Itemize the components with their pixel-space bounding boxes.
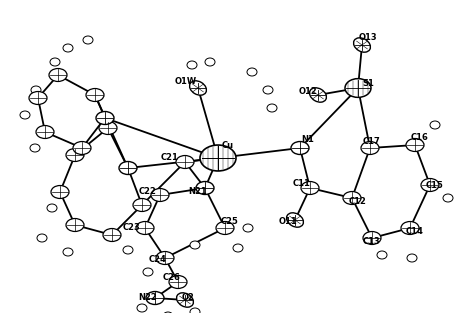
Text: C13: C13 — [363, 238, 381, 247]
Ellipse shape — [200, 145, 236, 171]
Ellipse shape — [103, 228, 121, 242]
Ellipse shape — [163, 312, 173, 313]
Ellipse shape — [176, 156, 194, 168]
Ellipse shape — [29, 91, 47, 105]
Ellipse shape — [443, 194, 453, 202]
Ellipse shape — [430, 121, 440, 129]
Text: C11: C11 — [293, 178, 311, 187]
Ellipse shape — [190, 241, 200, 249]
Ellipse shape — [50, 58, 60, 66]
Ellipse shape — [36, 126, 54, 138]
Ellipse shape — [216, 222, 234, 234]
Ellipse shape — [301, 182, 319, 194]
Text: C12: C12 — [349, 198, 367, 207]
Ellipse shape — [363, 232, 381, 244]
Text: C26: C26 — [163, 274, 181, 283]
Text: C23: C23 — [123, 223, 141, 233]
Ellipse shape — [63, 44, 73, 52]
Ellipse shape — [287, 213, 303, 227]
Ellipse shape — [233, 244, 243, 252]
Ellipse shape — [66, 149, 84, 162]
Ellipse shape — [354, 38, 371, 52]
Ellipse shape — [156, 252, 174, 264]
Ellipse shape — [20, 111, 30, 119]
Ellipse shape — [406, 139, 424, 151]
Ellipse shape — [73, 141, 91, 155]
Ellipse shape — [361, 141, 379, 155]
Ellipse shape — [190, 308, 200, 313]
Ellipse shape — [96, 111, 114, 125]
Text: O2: O2 — [182, 294, 194, 302]
Ellipse shape — [146, 291, 164, 305]
Ellipse shape — [49, 69, 67, 81]
Ellipse shape — [47, 204, 57, 212]
Text: N1: N1 — [301, 136, 314, 145]
Ellipse shape — [243, 224, 253, 232]
Text: C25: C25 — [221, 218, 239, 227]
Ellipse shape — [119, 162, 137, 174]
Ellipse shape — [137, 304, 147, 312]
Ellipse shape — [169, 275, 187, 289]
Ellipse shape — [83, 36, 93, 44]
Ellipse shape — [263, 86, 273, 94]
Ellipse shape — [99, 121, 117, 135]
Text: O1W: O1W — [175, 78, 197, 86]
Text: C24: C24 — [149, 255, 167, 264]
Ellipse shape — [343, 192, 361, 204]
Ellipse shape — [151, 188, 169, 202]
Text: C14: C14 — [406, 228, 424, 237]
Ellipse shape — [123, 246, 133, 254]
Text: O11: O11 — [279, 218, 297, 227]
Ellipse shape — [407, 254, 417, 262]
Text: C17: C17 — [363, 137, 381, 146]
Text: O12: O12 — [299, 88, 318, 96]
Ellipse shape — [421, 178, 439, 192]
Ellipse shape — [86, 89, 104, 101]
Ellipse shape — [377, 251, 387, 259]
Text: O13: O13 — [359, 33, 377, 43]
Ellipse shape — [37, 234, 47, 242]
Text: S1: S1 — [362, 79, 374, 88]
Ellipse shape — [205, 58, 215, 66]
Ellipse shape — [66, 218, 84, 232]
Ellipse shape — [143, 268, 153, 276]
Ellipse shape — [63, 248, 73, 256]
Ellipse shape — [196, 182, 214, 194]
Ellipse shape — [267, 104, 277, 112]
Ellipse shape — [187, 61, 197, 69]
Ellipse shape — [247, 68, 257, 76]
Ellipse shape — [401, 222, 419, 234]
Ellipse shape — [133, 198, 151, 212]
Text: Cu: Cu — [222, 141, 234, 150]
Text: N22: N22 — [138, 294, 157, 302]
Ellipse shape — [30, 144, 40, 152]
Text: C22: C22 — [139, 187, 157, 197]
Ellipse shape — [190, 81, 207, 95]
Ellipse shape — [31, 86, 41, 94]
Ellipse shape — [176, 293, 193, 307]
Text: C21: C21 — [161, 153, 179, 162]
Ellipse shape — [310, 88, 327, 102]
Ellipse shape — [51, 186, 69, 198]
Ellipse shape — [291, 141, 309, 155]
Text: C16: C16 — [411, 134, 429, 142]
Ellipse shape — [136, 222, 154, 234]
Text: C15: C15 — [426, 181, 444, 189]
Text: N21: N21 — [189, 187, 207, 197]
Ellipse shape — [345, 79, 371, 97]
